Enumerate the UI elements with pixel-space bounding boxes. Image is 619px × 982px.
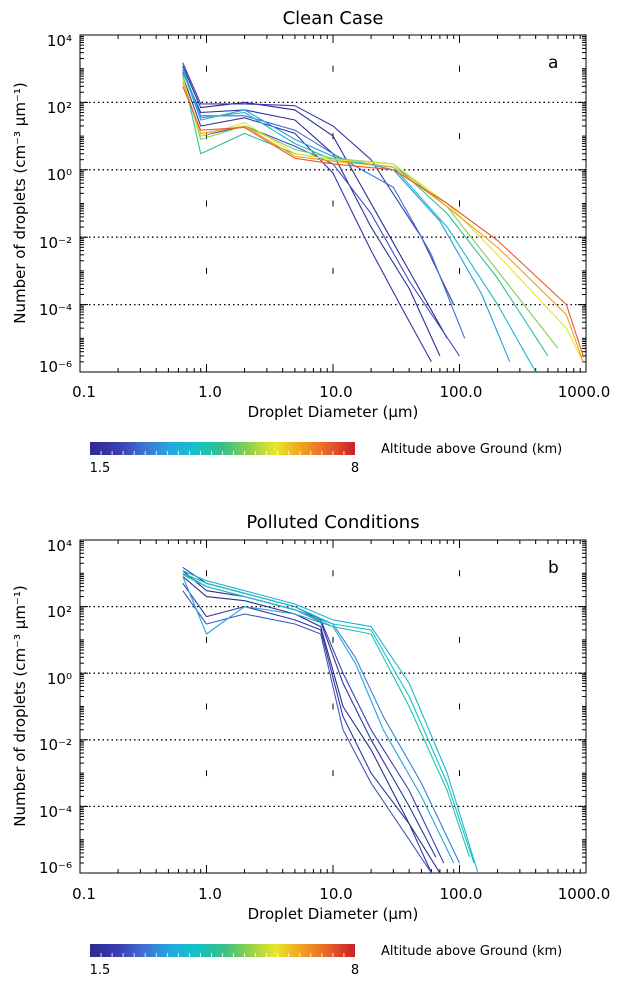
y-axis-label-a: Number of droplets (cm⁻³ μm⁻¹) bbox=[11, 82, 29, 324]
y-axis-label-b: Number of droplets (cm⁻³ μm⁻¹) bbox=[11, 585, 29, 827]
colorbar-1-max-label: 8 bbox=[351, 461, 359, 476]
y-tick-label: 10² bbox=[47, 603, 72, 621]
series-line-10 bbox=[182, 574, 471, 858]
ticks-b bbox=[79, 540, 586, 874]
series-group-b bbox=[182, 566, 479, 873]
colorbar-1-min-label: 1.5 bbox=[90, 461, 111, 476]
x-tick-label: 1.0 bbox=[198, 885, 222, 903]
series-line-2 bbox=[182, 71, 441, 357]
x-tick-label: 1000.0 bbox=[558, 383, 611, 401]
series-line-3 bbox=[182, 582, 432, 873]
panel-label-b: b bbox=[548, 558, 559, 578]
colorbar-1-ticks bbox=[100, 451, 345, 455]
chart-panel-b: Polluted Conditions b 10⁴ 10² 10⁰ 10⁻² 1… bbox=[11, 512, 610, 923]
x-tick-label: 1000.0 bbox=[558, 885, 611, 903]
x-tick-label: 10.0 bbox=[319, 885, 352, 903]
y-tick-label: 10⁻² bbox=[39, 736, 72, 754]
y-tick-label: 10⁻⁴ bbox=[39, 301, 72, 319]
y-tick-label: 10⁻⁶ bbox=[39, 859, 72, 877]
x-tick-label: 0.1 bbox=[72, 885, 96, 903]
series-line-7 bbox=[182, 70, 511, 363]
x-tick-labels-b: 0.1 1.0 10.0 100.0 1000.0 bbox=[72, 885, 610, 903]
series-line-13 bbox=[182, 86, 584, 357]
y-tick-label: 10⁻⁴ bbox=[39, 803, 72, 821]
y-tick-label: 10⁰ bbox=[47, 670, 72, 688]
x-tick-labels-a: 0.1 1.0 10.0 100.0 1000.0 bbox=[72, 383, 610, 401]
x-tick-label: 100.0 bbox=[440, 885, 483, 903]
y-tick-label: 10⁴ bbox=[47, 32, 72, 50]
y-tick-label: 10⁴ bbox=[47, 537, 72, 555]
colorbar-2-min-label: 1.5 bbox=[90, 963, 111, 978]
series-line-6 bbox=[182, 68, 466, 339]
series-group-a bbox=[182, 62, 584, 372]
x-axis-label-a: Droplet Diameter (μm) bbox=[248, 403, 419, 421]
y-tick-labels-b: 10⁴ 10² 10⁰ 10⁻² 10⁻⁴ 10⁻⁶ bbox=[39, 537, 72, 877]
chart-panel-a: Clean Case a 10⁴ 10² 10⁰ 10⁻² 10⁻⁴ 10⁻⁶ … bbox=[11, 8, 610, 421]
y-tick-labels-a: 10⁴ 10² 10⁰ 10⁻² 10⁻⁴ 10⁻⁶ bbox=[39, 32, 72, 376]
grid-a bbox=[80, 101, 586, 306]
series-line-11 bbox=[182, 78, 584, 363]
y-tick-label: 10⁰ bbox=[47, 166, 72, 184]
chart-title-b: Polluted Conditions bbox=[246, 512, 419, 533]
colorbar-2: 1.5 8 Altitude above Ground (km) bbox=[90, 944, 562, 978]
series-line-1 bbox=[182, 65, 448, 339]
x-tick-label: 10.0 bbox=[319, 383, 352, 401]
series-line-6 bbox=[182, 572, 460, 864]
y-tick-label: 10⁻² bbox=[39, 234, 72, 252]
series-line-3 bbox=[182, 76, 432, 363]
series-line-2 bbox=[182, 570, 437, 858]
chart-title-a: Clean Case bbox=[283, 8, 384, 29]
y-tick-label: 10⁻⁶ bbox=[39, 358, 72, 376]
series-line-1 bbox=[182, 576, 441, 873]
series-line-4 bbox=[182, 62, 455, 305]
ticks-a bbox=[79, 35, 586, 373]
x-tick-label: 0.1 bbox=[72, 383, 96, 401]
series-line-8 bbox=[182, 570, 479, 873]
colorbar-1-title: Altitude above Ground (km) bbox=[381, 442, 562, 457]
x-axis-label-b: Droplet Diameter (μm) bbox=[248, 905, 419, 923]
series-line-5 bbox=[182, 590, 432, 873]
x-tick-label: 100.0 bbox=[440, 383, 483, 401]
colorbar-2-title: Altitude above Ground (km) bbox=[381, 944, 562, 959]
series-line-12 bbox=[182, 81, 584, 363]
colorbar-1: 1.5 8 Altitude above Ground (km) bbox=[90, 442, 562, 476]
series-line-8 bbox=[182, 67, 537, 372]
series-line-10 bbox=[182, 76, 559, 349]
colorbar-2-ticks bbox=[100, 953, 345, 957]
panel-label-a: a bbox=[548, 53, 558, 73]
series-line-9 bbox=[182, 572, 475, 864]
y-tick-label: 10² bbox=[47, 99, 72, 117]
grid-b bbox=[80, 605, 586, 808]
x-tick-label: 1.0 bbox=[198, 383, 222, 401]
colorbar-2-max-label: 8 bbox=[351, 963, 359, 978]
series-line-5 bbox=[182, 78, 460, 357]
